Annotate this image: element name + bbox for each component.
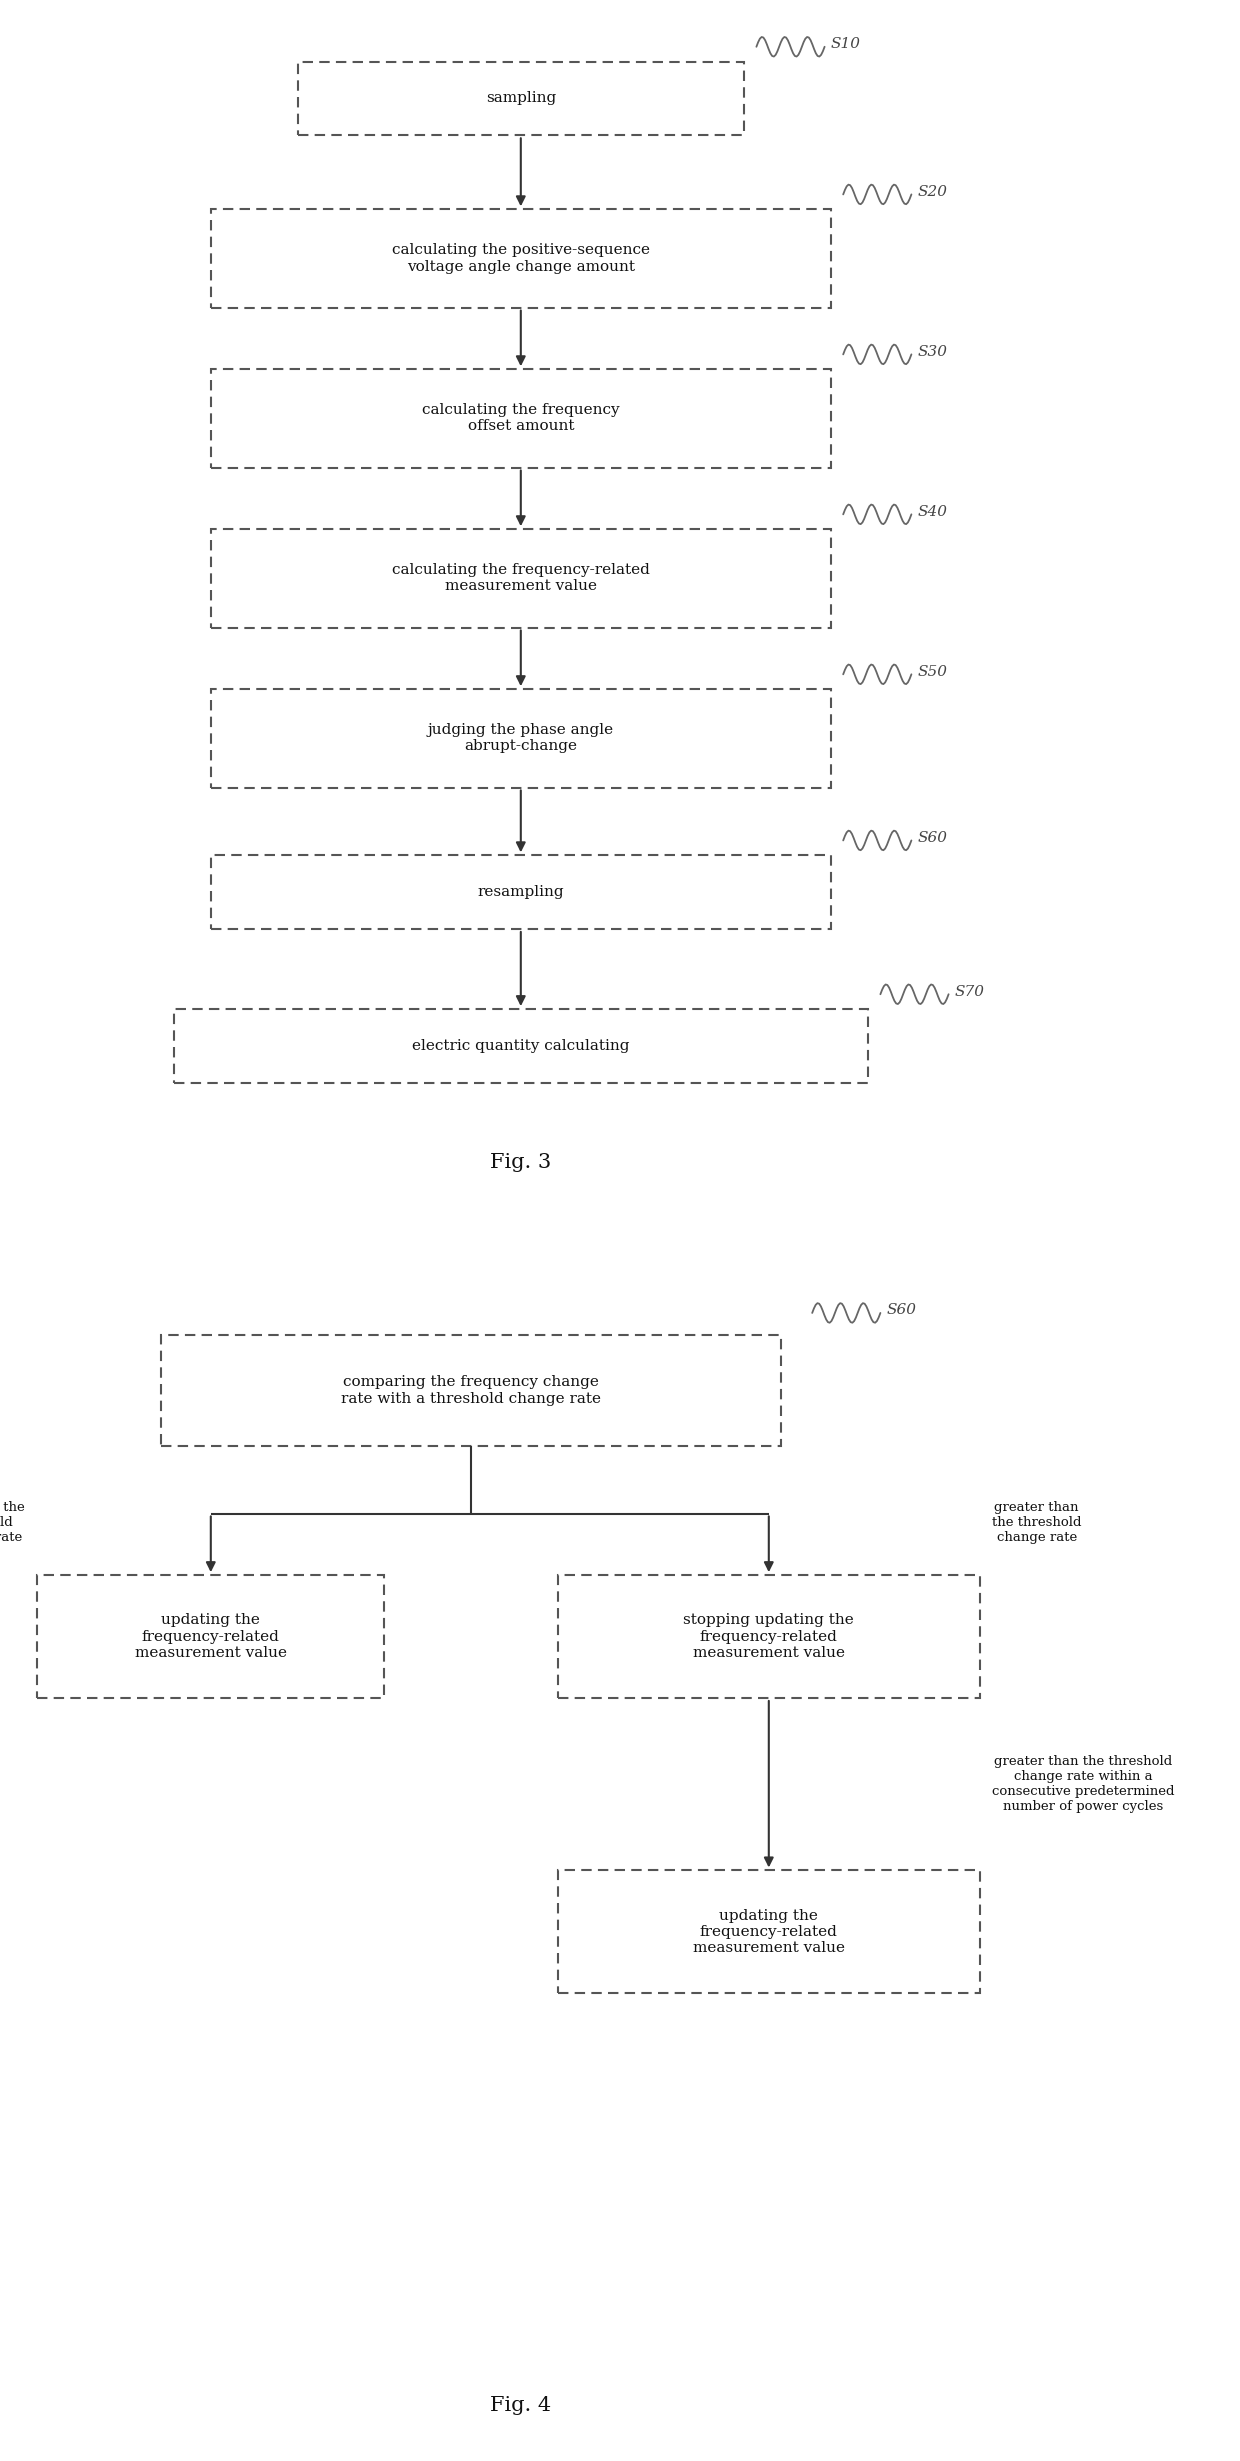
- Text: S10: S10: [831, 37, 861, 52]
- FancyBboxPatch shape: [37, 1575, 384, 1698]
- FancyBboxPatch shape: [211, 856, 831, 928]
- Text: updating the
frequency-related
measurement value: updating the frequency-related measureme…: [693, 1910, 844, 1954]
- FancyBboxPatch shape: [211, 689, 831, 788]
- Text: electric quantity calculating: electric quantity calculating: [412, 1039, 630, 1053]
- Text: S60: S60: [887, 1304, 916, 1317]
- Text: S70: S70: [955, 984, 985, 999]
- Text: judging the phase angle
abrupt-change: judging the phase angle abrupt-change: [428, 724, 614, 753]
- Text: S30: S30: [918, 345, 947, 359]
- Text: Fig. 3: Fig. 3: [490, 1154, 552, 1171]
- FancyBboxPatch shape: [558, 1575, 980, 1698]
- Text: calculating the positive-sequence
voltage angle change amount: calculating the positive-sequence voltag…: [392, 244, 650, 273]
- Text: S40: S40: [918, 505, 947, 519]
- Text: greater than
the threshold
change rate: greater than the threshold change rate: [992, 1501, 1081, 1543]
- Text: sampling: sampling: [486, 91, 556, 106]
- Text: resampling: resampling: [477, 886, 564, 898]
- Text: S20: S20: [918, 185, 947, 199]
- Text: stopping updating the
frequency-related
measurement value: stopping updating the frequency-related …: [683, 1614, 854, 1659]
- Text: less than the
threshold
change rate: less than the threshold change rate: [0, 1501, 25, 1543]
- Text: calculating the frequency
offset amount: calculating the frequency offset amount: [422, 404, 620, 433]
- FancyBboxPatch shape: [558, 1870, 980, 1993]
- FancyBboxPatch shape: [161, 1336, 781, 1447]
- Text: S60: S60: [918, 832, 947, 844]
- FancyBboxPatch shape: [211, 529, 831, 628]
- FancyBboxPatch shape: [298, 62, 744, 135]
- Text: updating the
frequency-related
measurement value: updating the frequency-related measureme…: [135, 1614, 286, 1659]
- FancyBboxPatch shape: [211, 369, 831, 468]
- FancyBboxPatch shape: [174, 1009, 868, 1083]
- Text: greater than the threshold
change rate within a
consecutive predetermined
number: greater than the threshold change rate w…: [992, 1755, 1174, 1814]
- Text: S50: S50: [918, 664, 947, 679]
- Text: calculating the frequency-related
measurement value: calculating the frequency-related measur…: [392, 564, 650, 593]
- FancyBboxPatch shape: [211, 209, 831, 308]
- Text: comparing the frequency change
rate with a threshold change rate: comparing the frequency change rate with…: [341, 1376, 601, 1405]
- Text: Fig. 4: Fig. 4: [490, 2397, 552, 2414]
